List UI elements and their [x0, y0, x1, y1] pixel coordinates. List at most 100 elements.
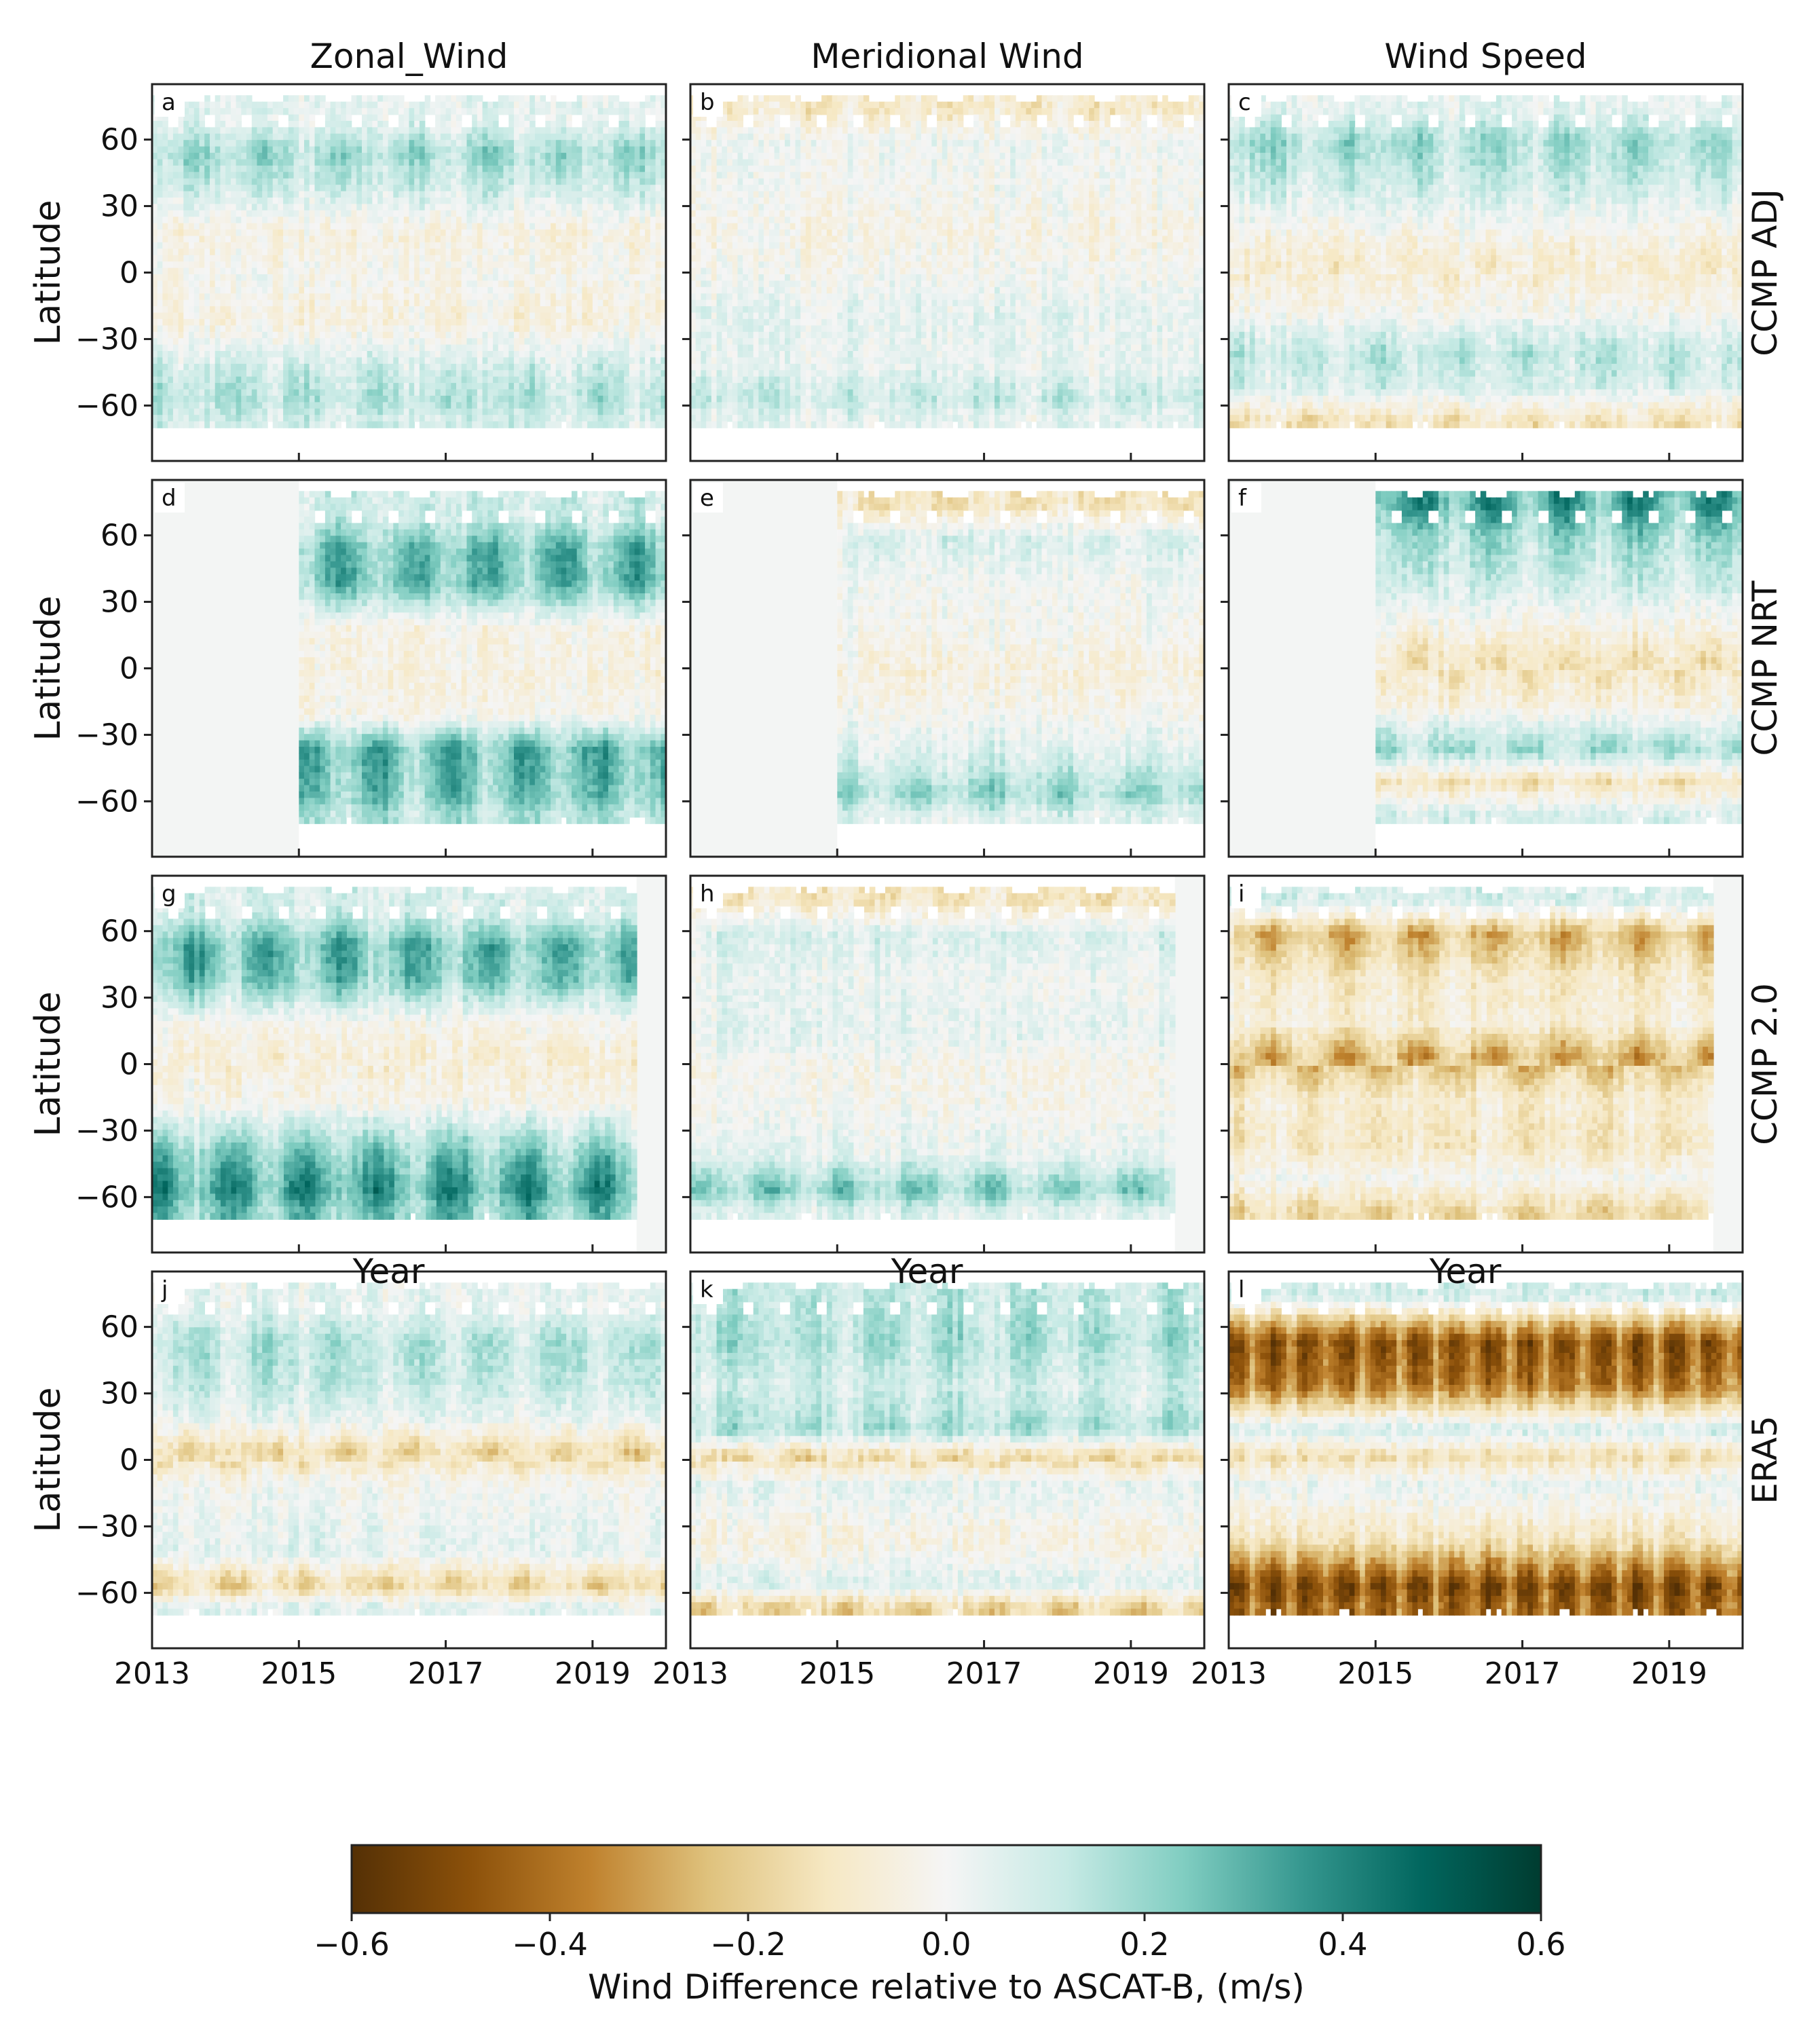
heatmap-cell — [173, 172, 179, 179]
heatmap-cell — [173, 274, 179, 281]
heatmap-cell — [168, 223, 174, 230]
heatmap-cell — [157, 236, 164, 243]
heatmap-cell — [168, 300, 174, 307]
heatmap-cell — [200, 293, 206, 300]
heatmap-cell — [157, 325, 164, 332]
heatmap-cell — [183, 306, 189, 313]
heatmap-cell — [189, 115, 195, 122]
heatmap-cell — [183, 198, 189, 204]
heatmap-cell — [194, 191, 200, 198]
heatmap-cell — [179, 274, 185, 281]
heatmap-cell — [200, 172, 206, 179]
heatmap-cell — [189, 134, 195, 141]
heatmap-cell — [157, 248, 164, 255]
heatmap-cell — [183, 338, 189, 345]
heatmap-cell — [200, 236, 206, 243]
heatmap-cell — [183, 390, 189, 396]
heatmap-cell — [173, 179, 179, 185]
heatmap-cell — [189, 345, 195, 352]
heatmap-cell — [168, 287, 174, 294]
heatmap-cell — [204, 185, 210, 191]
heatmap-cell — [189, 185, 195, 191]
heatmap-cell — [173, 422, 179, 428]
heatmap-cell — [157, 351, 164, 358]
heatmap-cell — [183, 300, 189, 307]
heatmap-cell — [162, 422, 168, 428]
heatmap-cell — [200, 402, 206, 409]
heatmap-cell — [179, 236, 185, 243]
heatmap-cell — [200, 300, 206, 307]
heatmap-cell — [204, 95, 210, 102]
heatmap-cell — [183, 396, 189, 403]
heatmap-cell — [157, 268, 164, 275]
heatmap-cell — [157, 280, 164, 287]
heatmap-cell — [200, 383, 206, 390]
heatmap-cell — [189, 229, 195, 236]
heatmap-cell — [194, 280, 200, 287]
heatmap-cell — [157, 319, 164, 326]
heatmap-cell — [173, 332, 179, 339]
heatmap-cell — [200, 280, 206, 287]
heatmap-cell — [168, 261, 174, 268]
heatmap-cell — [189, 198, 195, 204]
heatmap-cell — [162, 172, 168, 179]
heatmap-cell — [168, 179, 174, 185]
heatmap-cell — [157, 338, 164, 345]
heatmap-cell — [162, 268, 168, 275]
heatmap-cell — [179, 140, 185, 147]
heatmap-cell — [168, 313, 174, 320]
heatmap-cell — [173, 319, 179, 326]
heatmap-cell — [168, 370, 174, 377]
heatmap-cell — [162, 338, 168, 345]
heatmap-cell — [179, 121, 185, 128]
heatmap-cell — [168, 377, 174, 384]
heatmap-cell — [194, 422, 200, 428]
heatmap-cell — [168, 229, 174, 236]
heatmap-cell — [194, 370, 200, 377]
heatmap-cell — [204, 102, 210, 109]
heatmap-cell — [157, 357, 164, 364]
heatmap-cell — [204, 191, 210, 198]
heatmap-cell — [183, 357, 189, 364]
heatmap-cell — [179, 160, 185, 166]
heatmap-cell — [194, 415, 200, 422]
heatmap-cell — [168, 217, 174, 223]
heatmap-cell — [157, 172, 164, 179]
heatmap-cell — [168, 160, 174, 166]
heatmap-cell — [162, 223, 168, 230]
heatmap-cell — [179, 223, 185, 230]
heatmap-cell — [204, 160, 210, 166]
heatmap-cell — [189, 293, 195, 300]
heatmap-cell — [204, 223, 210, 230]
heatmap-cell — [200, 248, 206, 255]
heatmap-cell — [179, 325, 185, 332]
heatmap-cell — [183, 261, 189, 268]
heatmap-cell — [194, 108, 200, 115]
heatmap-cell — [194, 402, 200, 409]
heatmap-cell — [157, 204, 164, 210]
heatmap-cell — [194, 338, 200, 345]
heatmap-cell — [204, 166, 210, 172]
heatmap-cell — [194, 153, 200, 160]
heatmap-cell — [179, 242, 185, 249]
heatmap-cell — [194, 223, 200, 230]
heatmap-cell — [194, 140, 200, 147]
heatmap-cell — [162, 261, 168, 268]
heatmap-cell — [189, 102, 195, 109]
heatmap-cell — [189, 402, 195, 409]
heatmap-cell — [168, 396, 174, 403]
heatmap-cell — [179, 364, 185, 371]
heatmap-cell — [183, 351, 189, 358]
heatmap-cell — [194, 396, 200, 403]
heatmap-cell — [200, 332, 206, 339]
heatmap-cell — [200, 223, 206, 230]
heatmap-cell — [168, 325, 174, 332]
heatmap-cell — [162, 160, 168, 166]
heatmap-cell — [168, 306, 174, 313]
heatmap-cell — [189, 121, 195, 128]
heatmap-cell — [194, 293, 200, 300]
heatmap-cell — [173, 204, 179, 210]
heatmap-cell — [200, 198, 206, 204]
heatmap-cell — [162, 242, 168, 249]
heatmap-cell — [189, 325, 195, 332]
